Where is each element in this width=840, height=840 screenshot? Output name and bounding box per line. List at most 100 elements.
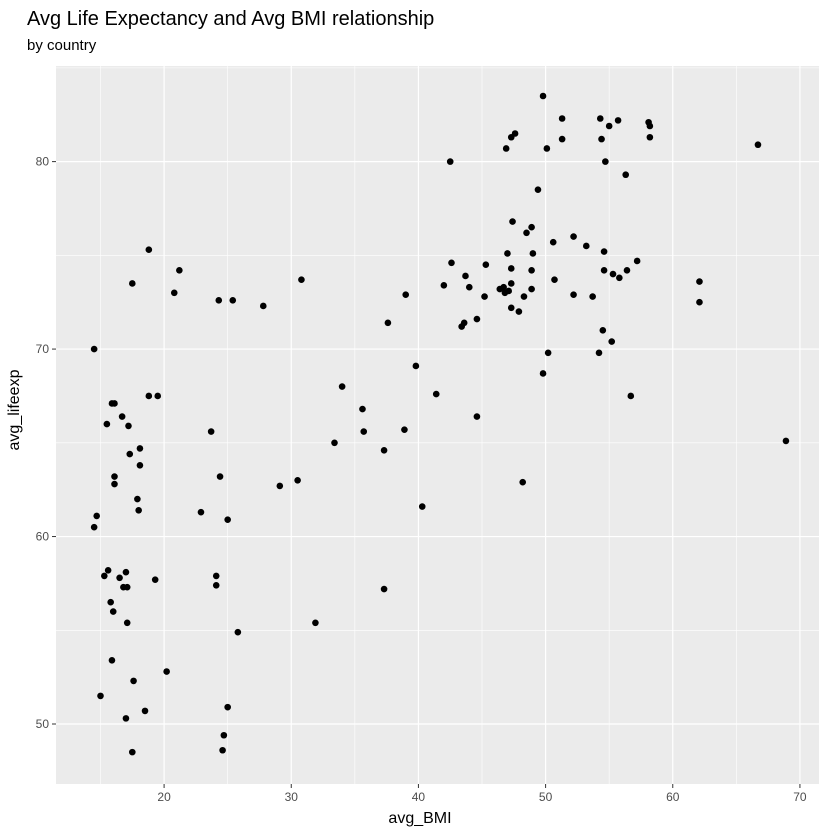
data-point (600, 248, 608, 255)
data-point (600, 267, 608, 274)
data-point (598, 135, 605, 143)
data-point (401, 426, 408, 433)
data-point (432, 390, 440, 398)
data-point (122, 568, 130, 576)
data-point (207, 428, 215, 435)
data-point (462, 272, 469, 280)
data-point (294, 477, 301, 484)
data-point (539, 92, 547, 100)
data-point (90, 523, 98, 531)
data-point (519, 478, 527, 486)
data-point (543, 145, 551, 152)
data-point (130, 677, 137, 685)
data-point (418, 503, 426, 510)
data-point (614, 117, 622, 124)
data-point (197, 508, 205, 516)
data-point (523, 229, 530, 237)
data-point (108, 656, 116, 664)
minor-gridlines (56, 66, 819, 784)
y-tick-label: 80 (36, 155, 50, 169)
data-point (125, 422, 132, 430)
data-point (107, 598, 114, 606)
data-point (93, 512, 100, 520)
data-point (528, 285, 535, 293)
data-point (154, 392, 162, 400)
data-point (544, 349, 552, 357)
data-point (259, 302, 267, 310)
y-tick-label: 60 (36, 530, 50, 544)
data-point (504, 250, 511, 257)
data-point (502, 145, 510, 152)
data-point (558, 135, 566, 143)
major-gridlines (56, 66, 819, 784)
data-point (595, 349, 603, 357)
data-point (122, 715, 130, 722)
data-point (623, 267, 631, 274)
data-point (360, 428, 368, 435)
data-point (224, 516, 231, 523)
data-point (215, 297, 223, 304)
data-point (582, 242, 590, 250)
data-point (515, 308, 523, 315)
data-point (633, 257, 641, 265)
data-point (220, 731, 228, 739)
data-point (481, 293, 488, 300)
y-tick-label: 70 (36, 342, 50, 356)
data-point (126, 450, 134, 458)
data-point (622, 171, 630, 179)
data-point (136, 445, 144, 452)
data-point (570, 233, 577, 240)
data-point (141, 707, 149, 715)
data-point (627, 392, 635, 400)
data-point (440, 282, 448, 289)
chart-title: Avg Life Expectancy and Avg BMI relation… (27, 8, 435, 30)
data-point (509, 218, 516, 225)
data-point (101, 572, 108, 580)
data-point (473, 315, 481, 323)
data-point (507, 280, 515, 287)
x-tick-label: 40 (412, 790, 426, 804)
data-point (448, 259, 455, 267)
data-point (558, 115, 566, 122)
data-point (380, 585, 388, 593)
data-point (135, 506, 142, 514)
data-point (609, 270, 617, 278)
x-tick-label: 60 (666, 790, 680, 804)
data-point (446, 158, 454, 165)
data-point (528, 223, 535, 231)
x-tick-label: 20 (157, 790, 171, 804)
data-point (338, 383, 346, 390)
data-point (219, 746, 226, 754)
data-point (782, 437, 790, 445)
data-point (170, 289, 178, 297)
data-point (507, 265, 515, 272)
data-point (129, 280, 136, 287)
data-point (212, 581, 220, 589)
data-point (528, 267, 535, 274)
data-point (176, 267, 183, 274)
data-point (103, 420, 111, 428)
data-point (412, 362, 420, 370)
data-point (482, 261, 490, 269)
y-axis-ticks: 50 60 70 80 (36, 155, 56, 731)
plot-panel (56, 66, 819, 784)
data-point (505, 287, 513, 295)
data-point (539, 370, 547, 377)
data-point (331, 439, 338, 447)
data-point (129, 748, 136, 756)
data-point (212, 572, 220, 580)
data-point (696, 298, 703, 306)
data-point (123, 583, 131, 591)
data-point (602, 158, 609, 165)
data-point (111, 400, 118, 407)
data-point (551, 276, 558, 284)
data-point (229, 297, 237, 304)
x-tick-label: 50 (539, 790, 553, 804)
data-point (402, 291, 410, 299)
data-point (136, 462, 144, 469)
data-point (599, 327, 607, 334)
data-point (570, 291, 577, 299)
x-tick-label: 70 (793, 790, 807, 804)
data-point (97, 692, 104, 700)
